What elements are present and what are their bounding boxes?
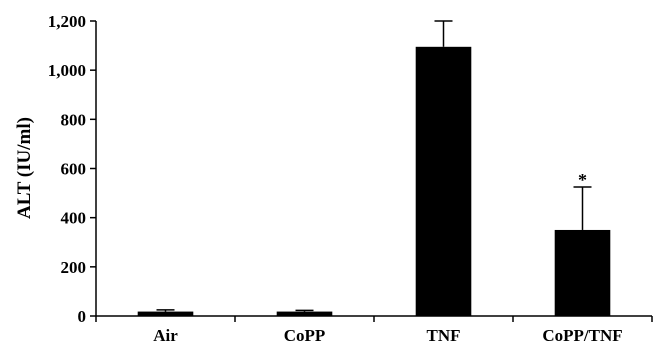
x-tick-label: Air [153, 326, 178, 345]
bar [276, 311, 333, 316]
y-tick-label: 600 [61, 160, 87, 179]
y-tick-label: 1,200 [48, 12, 86, 31]
bar [554, 229, 611, 316]
bar [137, 311, 194, 316]
x-tick-label: CoPP/TNF [542, 326, 622, 345]
y-axis: 0 200 400 600 800 1,000 1,200 [48, 12, 97, 326]
x-tick-label: CoPP [284, 326, 326, 345]
x-axis: Air CoPP TNF CoPP/TNF [95, 315, 653, 345]
bar [415, 46, 472, 316]
y-tick-label: 400 [61, 209, 87, 228]
bar-series: * [137, 20, 611, 316]
significance-annotation: * [578, 170, 587, 190]
y-tick-label: 1,000 [48, 61, 86, 80]
x-tick-label: TNF [427, 326, 461, 345]
y-tick-label: 0 [78, 307, 87, 326]
y-tick-label: 200 [61, 258, 87, 277]
y-axis-title: ALT (IU/ml) [14, 117, 35, 219]
y-tick-label: 800 [61, 110, 87, 129]
